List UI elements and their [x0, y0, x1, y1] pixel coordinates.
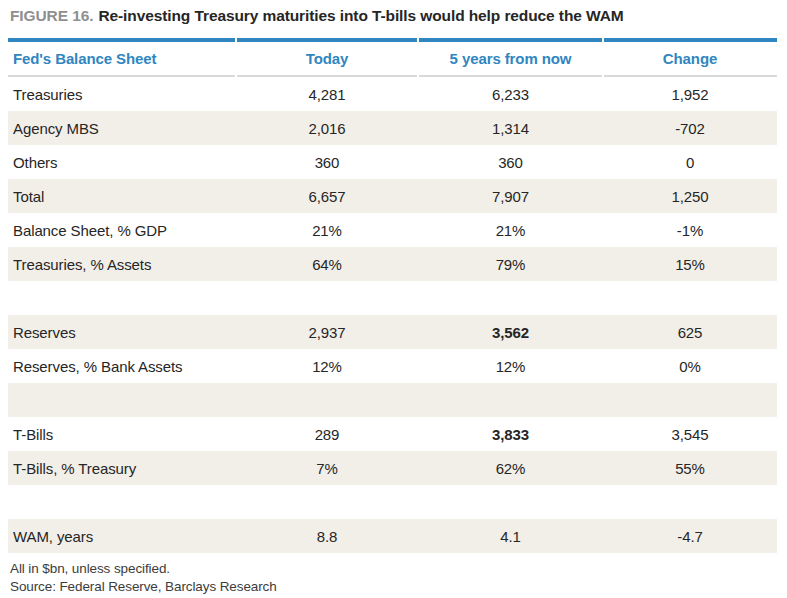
- header-row: Fed's Balance Sheet Today 5 years from n…: [8, 38, 777, 77]
- cell-5-years-from-now: 1,314: [418, 111, 603, 145]
- cell-today: 7%: [236, 451, 418, 485]
- column-header-today: Today: [236, 38, 418, 77]
- table-row: Others3603600: [8, 145, 777, 179]
- table-row: Total6,6577,9071,250: [8, 179, 777, 213]
- row-label: Treasuries, % Assets: [8, 247, 236, 281]
- cell-today: 2,016: [236, 111, 418, 145]
- column-header-feds-balance-sheet: Fed's Balance Sheet: [8, 38, 236, 77]
- table-row: Balance Sheet, % GDP21%21%-1%: [8, 213, 777, 247]
- footnote-source: Source: Federal Reserve, Barclays Resear…: [10, 578, 777, 596]
- table-row: Treasuries, % Assets64%79%15%: [8, 247, 777, 281]
- table-row: Reserves2,9373,562625: [8, 315, 777, 349]
- cell-today: [236, 281, 418, 315]
- row-label: [8, 281, 236, 315]
- cell-5-years-from-now: 6,233: [418, 77, 603, 111]
- cell-today: [236, 485, 418, 519]
- table-row: T-Bills, % Treasury7%62%55%: [8, 451, 777, 485]
- cell-change: -1%: [603, 213, 777, 247]
- cell-5-years-from-now: [418, 485, 603, 519]
- column-header-5-years-from-now: 5 years from now: [418, 38, 603, 77]
- cell-5-years-from-now: 7,907: [418, 179, 603, 213]
- table-row: Agency MBS2,0161,314-702: [8, 111, 777, 145]
- row-label: Treasuries: [8, 77, 236, 111]
- cell-change: 1,250: [603, 179, 777, 213]
- table-row: T-Bills2893,8333,545: [8, 417, 777, 451]
- cell-5-years-from-now: 3,833: [418, 417, 603, 451]
- row-label: Agency MBS: [8, 111, 236, 145]
- table-row: Reserves, % Bank Assets12%12%0%: [8, 349, 777, 383]
- figure-heading: Re-investing Treasury maturities into T-…: [98, 7, 623, 24]
- cell-5-years-from-now: 79%: [418, 247, 603, 281]
- cell-today: 12%: [236, 349, 418, 383]
- spacer-row: [8, 281, 777, 315]
- table-row: Treasuries4,2816,2331,952: [8, 77, 777, 111]
- cell-change: 625: [603, 315, 777, 349]
- cell-5-years-from-now: [418, 281, 603, 315]
- cell-today: 4,281: [236, 77, 418, 111]
- cell-change: 0: [603, 145, 777, 179]
- cell-today: 289: [236, 417, 418, 451]
- cell-5-years-from-now: 360: [418, 145, 603, 179]
- spacer-row: [8, 383, 777, 417]
- row-label: T-Bills: [8, 417, 236, 451]
- row-label: Reserves, % Bank Assets: [8, 349, 236, 383]
- cell-change: 3,545: [603, 417, 777, 451]
- row-label: Total: [8, 179, 236, 213]
- table-row: WAM, years8.84.1-4.7: [8, 519, 777, 553]
- figure-title: FIGURE 16. Re-investing Treasury maturiti…: [10, 5, 777, 27]
- column-header-change: Change: [603, 38, 777, 77]
- cell-5-years-from-now: [418, 383, 603, 417]
- cell-change: [603, 281, 777, 315]
- footnotes: All in $bn, unless specified. Source: Fe…: [10, 560, 777, 596]
- cell-5-years-from-now: 21%: [418, 213, 603, 247]
- cell-change: 55%: [603, 451, 777, 485]
- cell-today: [236, 383, 418, 417]
- row-label: [8, 485, 236, 519]
- cell-5-years-from-now: 62%: [418, 451, 603, 485]
- cell-5-years-from-now: 3,562: [418, 315, 603, 349]
- footnote-units: All in $bn, unless specified.: [10, 560, 777, 578]
- row-label: Reserves: [8, 315, 236, 349]
- cell-change: 15%: [603, 247, 777, 281]
- spacer-row: [8, 485, 777, 519]
- balance-sheet-table: Fed's Balance Sheet Today 5 years from n…: [8, 38, 777, 553]
- cell-5-years-from-now: 4.1: [418, 519, 603, 553]
- row-label: Balance Sheet, % GDP: [8, 213, 236, 247]
- cell-change: -4.7: [603, 519, 777, 553]
- cell-5-years-from-now: 12%: [418, 349, 603, 383]
- figure-label: FIGURE 16.: [10, 7, 93, 24]
- cell-change: 1,952: [603, 77, 777, 111]
- cell-change: [603, 383, 777, 417]
- row-label: Others: [8, 145, 236, 179]
- cell-today: 64%: [236, 247, 418, 281]
- cell-today: 2,937: [236, 315, 418, 349]
- row-label: WAM, years: [8, 519, 236, 553]
- cell-change: [603, 485, 777, 519]
- cell-change: 0%: [603, 349, 777, 383]
- row-label: [8, 383, 236, 417]
- row-label: T-Bills, % Treasury: [8, 451, 236, 485]
- cell-today: 360: [236, 145, 418, 179]
- report-figure: FIGURE 16. Re-investing Treasury maturiti…: [0, 0, 787, 596]
- cell-change: -702: [603, 111, 777, 145]
- cell-today: 21%: [236, 213, 418, 247]
- cell-today: 8.8: [236, 519, 418, 553]
- cell-today: 6,657: [236, 179, 418, 213]
